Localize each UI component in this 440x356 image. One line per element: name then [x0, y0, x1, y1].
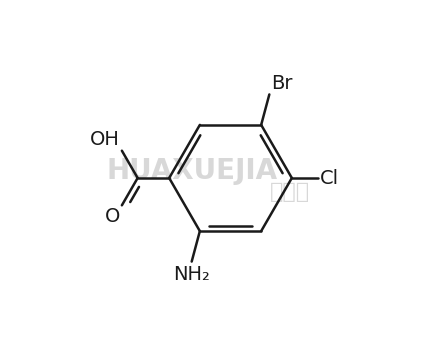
Text: Br: Br: [271, 74, 293, 93]
Text: OH: OH: [90, 130, 120, 149]
Text: 化学加: 化学加: [270, 182, 310, 202]
Text: Cl: Cl: [320, 168, 339, 188]
Text: NH₂: NH₂: [173, 265, 210, 284]
Text: HUAXUEJIA: HUAXUEJIA: [106, 157, 278, 185]
Text: O: O: [105, 207, 120, 226]
